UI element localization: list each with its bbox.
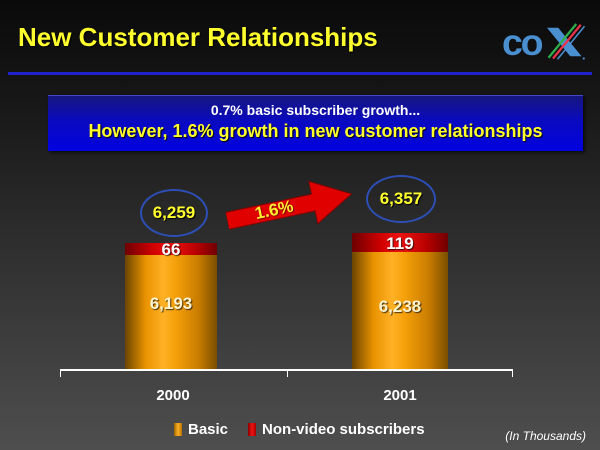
growth-arrow-icon: 1.6% — [223, 172, 358, 244]
x-axis-tick — [512, 371, 513, 377]
page-title: New Customer Relationships — [18, 22, 378, 52]
legend-nonvideo-swatch-icon — [248, 423, 257, 436]
x-axis-line — [60, 369, 513, 371]
total-2000-ellipse: 6,259 — [140, 189, 208, 237]
category-label-2000: 2000 — [156, 387, 190, 404]
cox-logo-text: co — [502, 22, 543, 62]
legend-nonvideo-label: Non-video subscribers — [262, 421, 425, 438]
legend-basic-label: Basic — [188, 421, 229, 438]
cox-logo-icon: co — [502, 22, 586, 62]
bar-2000-nonvideo-value: 66 — [161, 240, 181, 259]
bar-2000-basic-segment — [125, 255, 217, 370]
bar-2001-basic-value: 6,238 — [378, 297, 422, 316]
category-label-2001: 2001 — [383, 387, 417, 404]
x-axis-tick — [287, 371, 288, 377]
bar-2001-basic-segment — [352, 252, 448, 370]
total-2001-value: 6,357 — [379, 189, 423, 208]
legend-basic-swatch-icon — [174, 423, 182, 436]
callout-box: 0.7% basic subscriber growth... However,… — [48, 95, 583, 151]
x-axis-tick — [60, 371, 61, 377]
bar-2001-nonvideo-value: 119 — [386, 234, 414, 253]
callout-subtitle: 0.7% basic subscriber growth... — [210, 102, 421, 118]
units-footnote: (In Thousands) — [505, 429, 586, 443]
header-divider — [8, 72, 592, 75]
total-2001-ellipse: 6,357 — [366, 175, 436, 223]
total-2000-value: 6,259 — [152, 203, 196, 222]
bar-2000-basic-value: 6,193 — [149, 294, 193, 313]
bar-2000-nonvideo-segment — [125, 243, 217, 255]
chart-legend: Basic Non-video subscribers — [174, 421, 425, 438]
bar-2001-nonvideo-segment — [352, 233, 448, 252]
callout-headline: However, 1.6% growth in new customer rel… — [88, 121, 543, 141]
